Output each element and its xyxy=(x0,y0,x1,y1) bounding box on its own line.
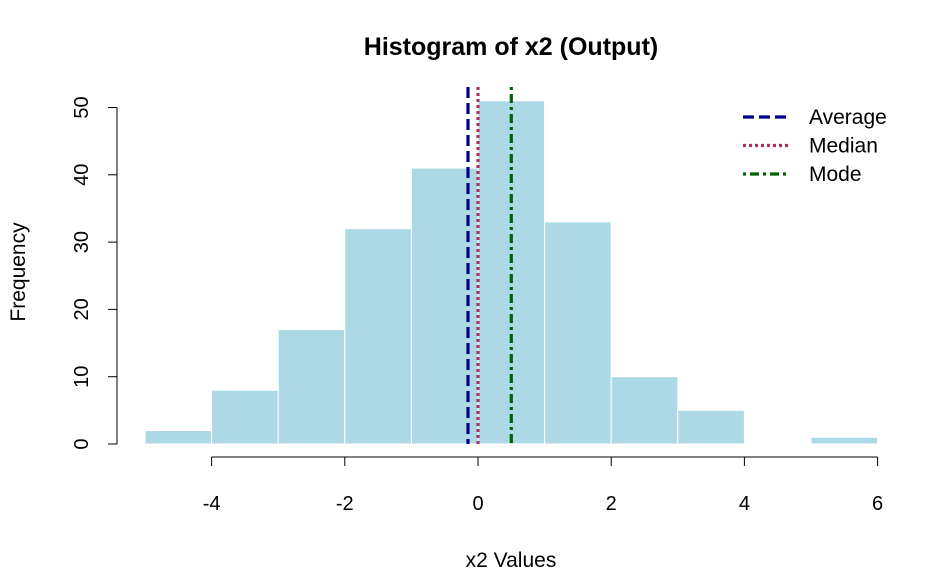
legend-label-mode: Mode xyxy=(809,163,862,186)
y-tick-label: 40 xyxy=(71,164,93,186)
histogram-bar xyxy=(344,228,412,445)
y-tick-label: 20 xyxy=(71,298,93,320)
x-tick-label: -4 xyxy=(203,493,221,515)
x-axis-label: x2 Values xyxy=(466,549,557,572)
y-axis: 0 10 20 30 40 50 xyxy=(71,96,118,450)
y-tick-label: 50 xyxy=(71,96,93,118)
y-tick-label: 30 xyxy=(71,231,93,253)
legend: Average Median Mode xyxy=(743,106,887,186)
x-tick-label: -2 xyxy=(336,493,354,515)
histogram-bar xyxy=(544,221,612,445)
x-tick-label: 4 xyxy=(739,493,750,515)
x-tick-label: 2 xyxy=(606,493,617,515)
histogram-bar xyxy=(211,389,279,445)
x-tick-label: 6 xyxy=(872,493,883,515)
histogram-bar xyxy=(677,409,745,445)
legend-label-average: Average xyxy=(809,106,887,129)
x-axis: -4 -2 0 2 4 6 xyxy=(203,456,883,515)
histogram-bar xyxy=(810,436,879,445)
histogram-bar xyxy=(277,329,346,445)
histogram-bar xyxy=(610,376,679,445)
histogram-bar xyxy=(144,430,213,445)
reference-lines-group xyxy=(466,87,513,444)
histogram-bar xyxy=(477,100,546,445)
legend-label-median: Median xyxy=(809,135,878,158)
chart-title: Histogram of x2 (Output) xyxy=(364,33,658,61)
bars-group xyxy=(144,100,879,445)
x-tick-label: 0 xyxy=(472,493,483,515)
y-tick-label: 10 xyxy=(71,366,93,388)
y-tick-label: 0 xyxy=(71,438,93,449)
y-axis-label: Frequency xyxy=(7,222,30,322)
